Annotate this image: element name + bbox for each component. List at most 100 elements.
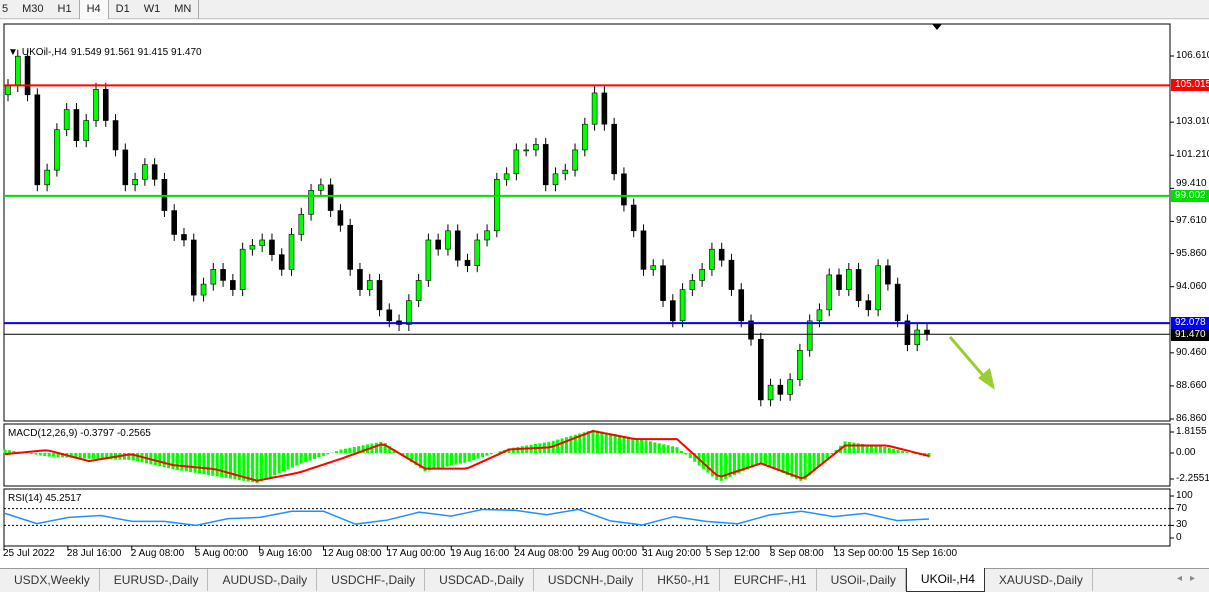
trend-arrow-shaft [948, 336, 989, 381]
price-tick-label: 101.210 [1176, 149, 1209, 161]
candle [572, 149, 578, 171]
candle [562, 169, 569, 175]
time-tick-label: 12 Aug 08:00 [322, 548, 382, 559]
tab-audusd-daily[interactable]: AUDUSD-,Daily [208, 569, 318, 591]
candle [425, 239, 432, 281]
rsi-tick-label: 0 [1176, 532, 1182, 543]
candle [230, 280, 236, 290]
candle [806, 320, 813, 351]
candle [171, 210, 178, 235]
candle [865, 300, 872, 311]
candle [151, 164, 158, 180]
pane-frame-2 [3, 488, 1171, 547]
timeframe-5[interactable]: 5 [2, 2, 9, 15]
candle [298, 213, 305, 235]
candle [181, 234, 187, 241]
candle [435, 239, 441, 250]
macd-tick-label: -2.2551 [1176, 473, 1209, 484]
chart-shift-marker-icon [932, 24, 942, 30]
macd-label: MACD(12,26,9) -0.3797 -0.2565 [8, 428, 151, 439]
candle [269, 239, 275, 255]
rsi-tick-label: 100 [1176, 490, 1193, 501]
candle [73, 109, 80, 142]
timeframe-mn[interactable]: MN [167, 0, 200, 19]
rsi-tick-label: 30 [1176, 519, 1188, 531]
tab-usdcad-daily[interactable]: USDCAD-,Daily [425, 569, 534, 591]
tab-eurusd-daily[interactable]: EURUSD-,Daily [100, 569, 209, 591]
tab-hk50-h1[interactable]: HK50-,H1 [643, 569, 720, 591]
candle [894, 283, 901, 322]
candle [327, 184, 334, 211]
candle [357, 269, 363, 290]
candle [885, 265, 891, 285]
candle [122, 149, 129, 186]
chart-window[interactable]: ▼ UKOil-,H4 91.549 91.561 91.415 91.470 … [0, 20, 1209, 568]
candle [494, 179, 500, 232]
ohlc-readout: 91.549 91.561 91.415 91.470 [70, 47, 202, 58]
candle [376, 280, 383, 311]
time-tick-label: 28 Jul 16:00 [66, 548, 122, 559]
candle [474, 239, 481, 267]
time-tick-label: 19 Aug 16:00 [450, 548, 510, 559]
timeframe-w1[interactable]: W1 [143, 2, 161, 15]
chart-title: ▼ UKOil-,H4 91.549 91.561 91.415 91.470 [8, 47, 202, 58]
candle [14, 55, 21, 86]
candle [777, 384, 784, 395]
level-tag: 91.470 [1171, 328, 1209, 341]
candle [542, 144, 549, 186]
candle [855, 269, 862, 301]
candle [914, 329, 921, 346]
time-tick-label: 5 Aug 00:00 [194, 548, 249, 559]
candle [44, 169, 50, 186]
candle [748, 320, 754, 340]
candle [797, 349, 803, 380]
candle [826, 274, 833, 311]
candle [337, 210, 344, 226]
tab-usoil-daily[interactable]: USOil-,Daily [817, 569, 906, 591]
tab-usdcnh-daily[interactable]: USDCNH-,Daily [534, 569, 644, 591]
chart-canvas[interactable] [0, 20, 1209, 568]
tab-eurchf-h1[interactable]: EURCHF-,H1 [720, 569, 817, 591]
candle [93, 88, 99, 121]
candle [83, 120, 90, 142]
timeframe-h1[interactable]: H1 [57, 2, 72, 15]
candle [34, 94, 41, 186]
candle [787, 379, 793, 395]
candle [54, 129, 60, 171]
tab-xauusd-daily[interactable]: XAUUSD-,Daily [985, 569, 1093, 591]
candle [132, 179, 138, 186]
tab-usdchf-daily[interactable]: USDCHF-,Daily [317, 569, 426, 591]
candle [699, 269, 705, 281]
tab-ukoil-h4[interactable]: UKOil-,H4 [905, 568, 985, 592]
candle [591, 92, 598, 125]
price-tick-label: 88.660 [1176, 379, 1207, 391]
time-tick-label: 2 Aug 08:00 [130, 548, 185, 559]
candle [533, 144, 539, 151]
macd-tick-label: 1.8155 [1176, 426, 1207, 437]
tab-usdx-weekly[interactable]: USDX,Weekly [0, 569, 100, 591]
candle [679, 289, 686, 322]
time-tick-label: 9 Aug 16:00 [258, 548, 312, 559]
candle [718, 248, 725, 261]
candle [582, 123, 588, 151]
candle [220, 269, 226, 281]
timeframe-d1[interactable]: D1 [115, 2, 130, 15]
candle [621, 173, 627, 206]
candle [660, 265, 666, 301]
price-tick-label: 106.610 [1176, 50, 1209, 61]
candle [24, 55, 31, 96]
collapse-triangle-icon[interactable]: ▼ [8, 47, 18, 58]
candle [513, 149, 520, 175]
tab-scroll-arrows[interactable]: ◂▸ [1176, 573, 1203, 584]
candle [611, 123, 617, 175]
timeframe-h4[interactable]: H4 [78, 0, 109, 19]
level-tag: 92.078 [1171, 316, 1209, 329]
timeframe-m30[interactable]: M30 [22, 2, 44, 15]
candle [415, 280, 422, 301]
price-tick-label: 95.860 [1176, 247, 1207, 259]
time-tick-label: 29 Aug 00:00 [578, 548, 638, 559]
timeframe-toolbar: 5 M30 H1 H4 D1 W1 MN [0, 0, 1209, 19]
candle [845, 269, 852, 290]
symbol-label: UKOil-,H4 [21, 47, 67, 58]
candle [347, 224, 353, 270]
